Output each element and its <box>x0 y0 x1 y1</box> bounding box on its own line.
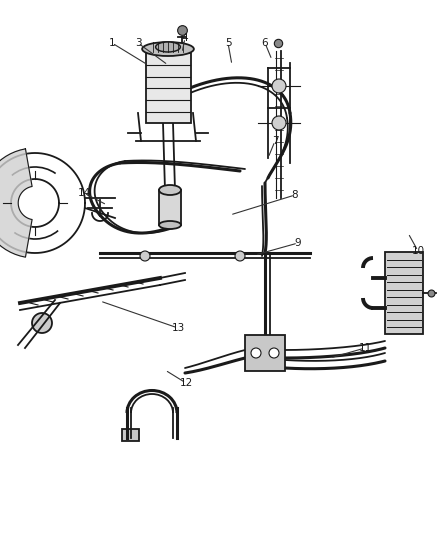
Text: 7: 7 <box>272 136 278 146</box>
Ellipse shape <box>159 221 181 229</box>
Text: 4: 4 <box>182 33 188 43</box>
Circle shape <box>272 116 286 130</box>
Text: 14: 14 <box>78 188 91 198</box>
Text: 5: 5 <box>225 38 231 48</box>
Bar <box>245 335 285 371</box>
Polygon shape <box>0 149 32 257</box>
Circle shape <box>235 251 245 261</box>
Text: 3: 3 <box>135 38 141 48</box>
Bar <box>146 53 191 123</box>
Text: 11: 11 <box>358 343 371 353</box>
Bar <box>122 429 139 441</box>
Bar <box>159 190 181 225</box>
Text: 6: 6 <box>261 38 268 48</box>
Text: 9: 9 <box>295 238 301 248</box>
Circle shape <box>140 251 150 261</box>
Bar <box>385 252 423 334</box>
Circle shape <box>32 313 52 333</box>
Text: 12: 12 <box>180 378 193 388</box>
Text: 8: 8 <box>292 190 298 200</box>
Text: 1: 1 <box>109 38 115 48</box>
Circle shape <box>251 348 261 358</box>
Ellipse shape <box>159 185 181 195</box>
Text: 10: 10 <box>411 246 424 256</box>
Ellipse shape <box>142 42 194 56</box>
Circle shape <box>272 79 286 93</box>
Text: 13: 13 <box>171 323 185 333</box>
Circle shape <box>269 348 279 358</box>
Ellipse shape <box>155 42 180 52</box>
